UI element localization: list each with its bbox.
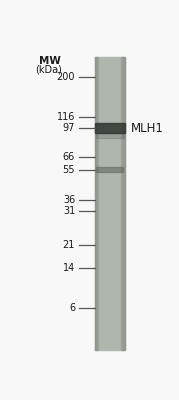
Text: 55: 55 <box>63 165 75 175</box>
Text: 14: 14 <box>63 263 75 273</box>
Text: 200: 200 <box>57 72 75 82</box>
Text: 97: 97 <box>63 123 75 133</box>
Text: 21: 21 <box>63 240 75 250</box>
Text: 66: 66 <box>63 152 75 162</box>
Bar <box>98 57 121 350</box>
Text: MLH1: MLH1 <box>131 122 163 134</box>
Text: MW: MW <box>39 56 61 66</box>
Text: 31: 31 <box>63 206 75 216</box>
Bar <box>95 123 125 133</box>
Text: 6: 6 <box>69 303 75 313</box>
Text: (kDa): (kDa) <box>35 65 62 75</box>
Bar <box>121 57 125 350</box>
Bar <box>95 57 125 350</box>
Bar <box>96 133 124 138</box>
Bar <box>96 167 123 172</box>
Text: 36: 36 <box>63 196 75 206</box>
Text: 116: 116 <box>57 112 75 122</box>
Bar <box>95 57 98 350</box>
